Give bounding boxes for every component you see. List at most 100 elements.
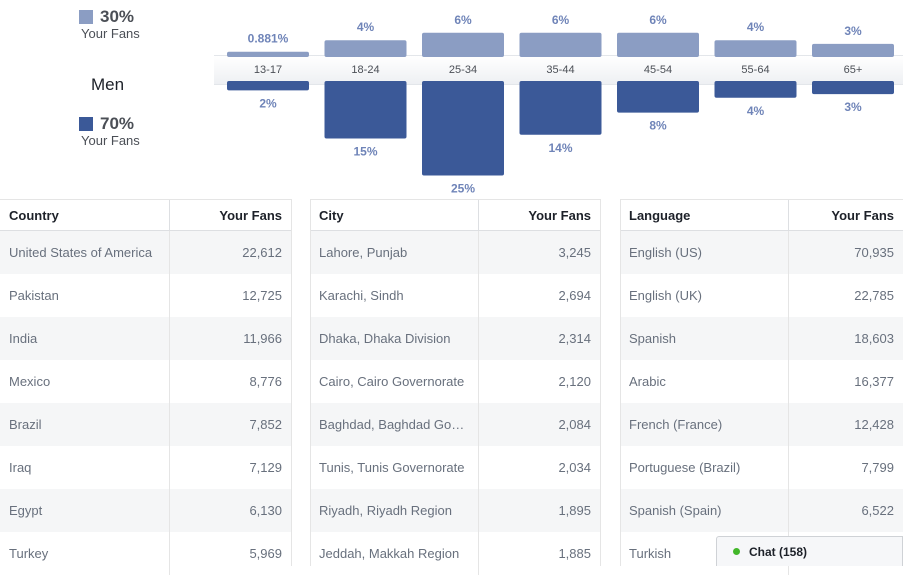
- language-name-cell: Spanish: [620, 317, 788, 360]
- bar-men-55-64: [714, 81, 797, 98]
- table-row[interactable]: Egypt 6,130: [0, 489, 291, 532]
- country-fans-cell: 6,130: [168, 489, 291, 532]
- country-name-cell: Brazil: [0, 403, 169, 446]
- city-header[interactable]: City: [310, 199, 478, 231]
- table-row[interactable]: India 11,966: [0, 317, 291, 360]
- table-row[interactable]: Lahore, Punjab 3,245: [310, 230, 600, 274]
- data-label-men: 2%: [259, 96, 277, 110]
- city-fans-cell: 2,034: [477, 446, 600, 489]
- data-label-men: 4%: [747, 104, 765, 118]
- city-name-cell: Karachi, Sindh: [319, 288, 404, 303]
- language-fans-cell: 18,603: [787, 317, 903, 360]
- table-separator: [620, 199, 621, 566]
- table-row[interactable]: Dhaka, Dhaka Division 2,314: [310, 317, 600, 360]
- bars-canvas: 0.881% 2% 13-17 4% 15% 18-24 6% 25% 25-34 6% 14% 35…: [227, 13, 894, 196]
- table-row[interactable]: Pakistan 12,725: [0, 274, 291, 317]
- bar-women-55-64: [714, 40, 797, 57]
- country-fans-cell: 22,612: [168, 230, 291, 274]
- legend-swatch-women: [79, 10, 93, 24]
- language-name-cell: French (France): [620, 403, 788, 446]
- bar-women-13-17: [227, 51, 309, 57]
- bar-men-18-24: [324, 81, 407, 139]
- table-row[interactable]: French (France) 12,428: [620, 403, 903, 446]
- data-label-women: 6%: [552, 13, 570, 27]
- table-separator: [310, 199, 311, 566]
- table-row[interactable]: Baghdad, Baghdad Go… 2,084: [310, 403, 600, 446]
- bar-women-25-34: [422, 32, 504, 57]
- legend-women-pct: 30%: [100, 7, 135, 26]
- table-row[interactable]: United States of America 22,612: [0, 230, 291, 274]
- country-fans-cell: 5,969: [168, 532, 291, 575]
- age-tick-label: 18-24: [351, 64, 379, 76]
- table-row[interactable]: Tunis, Tunis Governorate 2,034: [310, 446, 600, 489]
- city-fans-cell: 1,885: [477, 532, 600, 575]
- country-name-cell: Pakistan: [9, 288, 59, 303]
- legend-men: 70%: [79, 114, 134, 134]
- table-row[interactable]: Spanish (Spain) 6,522: [620, 489, 903, 532]
- table-row[interactable]: English (US) 70,935: [620, 230, 903, 274]
- table-row[interactable]: Karachi, Sindh 2,694: [310, 274, 600, 317]
- bar-women-45-54: [617, 32, 699, 57]
- country-header[interactable]: Country: [0, 199, 169, 231]
- country-name-cell: Mexico: [9, 374, 51, 389]
- language-fans-cell: 22,785: [787, 274, 903, 317]
- legend-men-pct: 70%: [100, 114, 135, 133]
- country-name-cell: Turkey: [9, 546, 49, 561]
- bar-men-25-34: [422, 81, 504, 176]
- table-row[interactable]: Cairo, Cairo Governorate 2,120: [310, 360, 600, 403]
- language-name-cell: English (UK): [629, 288, 702, 303]
- bar-men-65+: [812, 81, 894, 95]
- language-name-cell: Portuguese (Brazil): [629, 460, 741, 475]
- table-row[interactable]: Mexico 8,776: [0, 360, 291, 403]
- age-tick-label: 45-54: [644, 64, 672, 76]
- city-name-cell: Jeddah, Makkah Region: [319, 546, 460, 561]
- gender-label: Men: [91, 75, 125, 94]
- chat-label: Chat (158): [749, 544, 808, 559]
- table-row[interactable]: Jeddah, Makkah Region 1,885: [310, 532, 600, 575]
- table-row[interactable]: Arabic 16,377: [620, 360, 903, 403]
- language-fans-cell: 7,799: [787, 446, 903, 489]
- city-name-cell: Lahore, Punjab: [310, 230, 478, 274]
- city-name-cell: Tunis, Tunis Governorate: [319, 460, 465, 475]
- bar-men-45-54: [617, 81, 699, 113]
- language-header[interactable]: Language: [620, 199, 788, 231]
- country-fans-cell: 7,129: [168, 446, 291, 489]
- language-name-cell: English (US): [620, 230, 788, 274]
- country-fans-cell: 11,966: [168, 317, 291, 360]
- table-row[interactable]: Brazil 7,852: [0, 403, 291, 446]
- data-label-men: 3%: [844, 100, 862, 114]
- age-tick-label: 65+: [844, 64, 863, 76]
- data-label-men: 25%: [451, 182, 475, 196]
- country-table: Country Your Fans United States of Ameri…: [0, 199, 291, 575]
- country-name-cell: India: [0, 317, 169, 360]
- country-fans-cell: 12,725: [168, 274, 291, 317]
- table-row[interactable]: Spanish 18,603: [620, 317, 903, 360]
- table-row[interactable]: English (UK) 22,785: [620, 274, 903, 317]
- data-label-women: 3%: [844, 24, 862, 38]
- table-row[interactable]: Riyadh, Riyadh Region 1,895: [310, 489, 600, 532]
- country-fans-header[interactable]: Your Fans: [168, 199, 291, 231]
- table-row[interactable]: Turkey 5,969: [0, 532, 291, 575]
- table-row[interactable]: Portuguese (Brazil) 7,799: [620, 446, 903, 489]
- language-name-cell: Spanish (Spain): [620, 489, 788, 532]
- chat-tab[interactable]: Chat (158): [716, 536, 903, 566]
- bar-women-65+: [812, 43, 894, 57]
- city-name-cell: Riyadh, Riyadh Region: [310, 489, 478, 532]
- table-row[interactable]: Iraq 7,129: [0, 446, 291, 489]
- city-fans-header[interactable]: Your Fans: [477, 199, 600, 231]
- data-label-men: 14%: [548, 141, 572, 155]
- age-gender-chart: 30% Your Fans Men 70% Your Fans 0.881% 2%…: [0, 0, 903, 200]
- country-name-cell: United States of America: [0, 230, 169, 274]
- legend-swatch-men: [79, 117, 93, 131]
- data-label-women: 6%: [454, 13, 472, 27]
- city-fans-cell: 2,084: [477, 403, 600, 446]
- age-tick-label: 25-34: [449, 64, 477, 76]
- data-label-women: 4%: [747, 20, 765, 34]
- legend-men-sub: Your Fans: [81, 133, 140, 148]
- data-label-women: 4%: [357, 20, 375, 34]
- legend-women: 30%: [79, 7, 134, 27]
- bar-men-35-44: [519, 81, 602, 135]
- table-separator: [600, 199, 601, 566]
- language-fans-header[interactable]: Your Fans: [787, 199, 903, 231]
- language-name-cell: Arabic: [629, 374, 666, 389]
